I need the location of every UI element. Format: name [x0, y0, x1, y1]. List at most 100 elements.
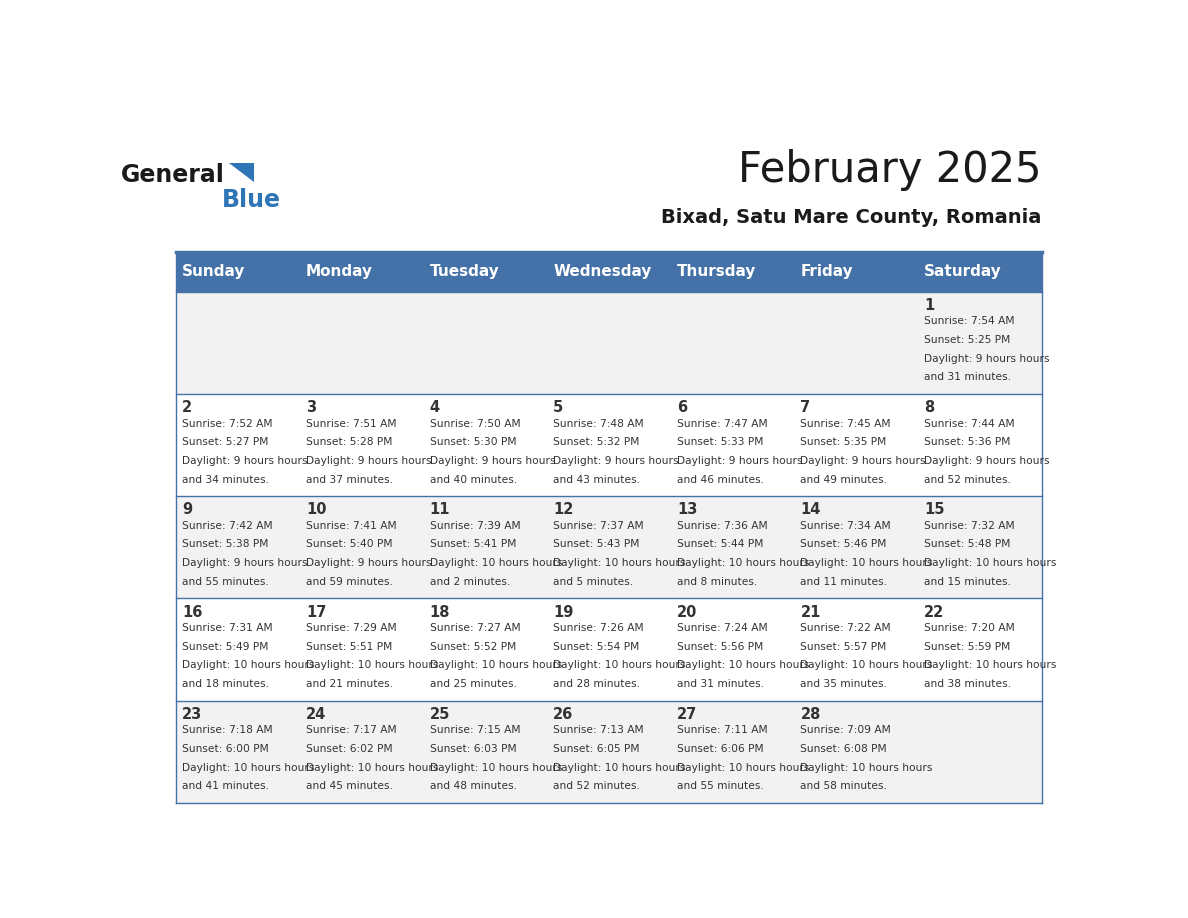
Bar — [546, 599, 671, 700]
Text: and 28 minutes.: and 28 minutes. — [554, 679, 640, 689]
Bar — [423, 292, 546, 394]
Text: 5: 5 — [554, 400, 563, 415]
Text: 28: 28 — [801, 707, 821, 722]
Bar — [795, 292, 918, 394]
Text: and 48 minutes.: and 48 minutes. — [430, 781, 517, 791]
Text: and 40 minutes.: and 40 minutes. — [430, 475, 517, 485]
Text: and 38 minutes.: and 38 minutes. — [924, 679, 1011, 689]
Text: 17: 17 — [307, 605, 327, 620]
Bar — [546, 700, 671, 803]
Text: and 43 minutes.: and 43 minutes. — [554, 475, 640, 485]
Text: Tuesday: Tuesday — [430, 264, 499, 279]
Text: Sunset: 6:02 PM: Sunset: 6:02 PM — [307, 744, 392, 754]
Bar — [671, 599, 795, 700]
Text: and 55 minutes.: and 55 minutes. — [182, 577, 268, 587]
Text: Sunset: 5:48 PM: Sunset: 5:48 PM — [924, 540, 1011, 550]
Text: Sunset: 5:30 PM: Sunset: 5:30 PM — [430, 437, 516, 447]
Text: 14: 14 — [801, 502, 821, 518]
Text: Sunrise: 7:20 AM: Sunrise: 7:20 AM — [924, 623, 1015, 633]
Text: Sunrise: 7:45 AM: Sunrise: 7:45 AM — [801, 419, 891, 429]
Text: Sunset: 5:25 PM: Sunset: 5:25 PM — [924, 335, 1010, 345]
Text: 26: 26 — [554, 707, 574, 722]
Bar — [671, 252, 795, 292]
Text: Daylight: 9 hours hours: Daylight: 9 hours hours — [554, 456, 678, 466]
Text: Daylight: 10 hours hours: Daylight: 10 hours hours — [182, 660, 315, 670]
Text: Daylight: 10 hours hours: Daylight: 10 hours hours — [554, 660, 685, 670]
Bar — [423, 394, 546, 497]
Text: Friday: Friday — [801, 264, 853, 279]
Text: 24: 24 — [307, 707, 327, 722]
Text: Sunrise: 7:48 AM: Sunrise: 7:48 AM — [554, 419, 644, 429]
Bar — [546, 252, 671, 292]
Bar — [176, 700, 299, 803]
Text: Sunset: 5:57 PM: Sunset: 5:57 PM — [801, 642, 886, 652]
Text: and 59 minutes.: and 59 minutes. — [307, 577, 393, 587]
Text: Sunrise: 7:47 AM: Sunrise: 7:47 AM — [677, 419, 767, 429]
Text: Sunrise: 7:24 AM: Sunrise: 7:24 AM — [677, 623, 767, 633]
Text: 1: 1 — [924, 298, 935, 313]
Text: 27: 27 — [677, 707, 697, 722]
Text: Daylight: 10 hours hours: Daylight: 10 hours hours — [801, 660, 933, 670]
Text: Daylight: 9 hours hours: Daylight: 9 hours hours — [801, 456, 925, 466]
Text: Sunrise: 7:27 AM: Sunrise: 7:27 AM — [430, 623, 520, 633]
Text: Daylight: 9 hours hours: Daylight: 9 hours hours — [677, 456, 802, 466]
Text: 10: 10 — [307, 502, 327, 518]
Bar — [918, 497, 1042, 599]
Text: Sunset: 5:33 PM: Sunset: 5:33 PM — [677, 437, 763, 447]
Text: 18: 18 — [430, 605, 450, 620]
Text: Sunday: Sunday — [182, 264, 246, 279]
Text: 13: 13 — [677, 502, 697, 518]
Text: Daylight: 10 hours hours: Daylight: 10 hours hours — [801, 763, 933, 773]
Text: 3: 3 — [307, 400, 316, 415]
Text: Daylight: 10 hours hours: Daylight: 10 hours hours — [677, 763, 809, 773]
Text: Daylight: 10 hours hours: Daylight: 10 hours hours — [554, 763, 685, 773]
Bar — [546, 394, 671, 497]
Text: Sunset: 6:03 PM: Sunset: 6:03 PM — [430, 744, 517, 754]
Text: Sunrise: 7:17 AM: Sunrise: 7:17 AM — [307, 725, 397, 735]
Bar — [671, 497, 795, 599]
Text: and 49 minutes.: and 49 minutes. — [801, 475, 887, 485]
Text: Sunrise: 7:36 AM: Sunrise: 7:36 AM — [677, 521, 767, 531]
Polygon shape — [228, 163, 254, 182]
Text: and 5 minutes.: and 5 minutes. — [554, 577, 633, 587]
Text: Sunset: 5:36 PM: Sunset: 5:36 PM — [924, 437, 1011, 447]
Text: Daylight: 10 hours hours: Daylight: 10 hours hours — [430, 660, 562, 670]
Text: 19: 19 — [554, 605, 574, 620]
Text: Sunrise: 7:22 AM: Sunrise: 7:22 AM — [801, 623, 891, 633]
Bar — [918, 252, 1042, 292]
Bar — [423, 599, 546, 700]
Text: and 58 minutes.: and 58 minutes. — [801, 781, 887, 791]
Text: and 46 minutes.: and 46 minutes. — [677, 475, 764, 485]
Text: and 15 minutes.: and 15 minutes. — [924, 577, 1011, 587]
Text: and 37 minutes.: and 37 minutes. — [307, 475, 393, 485]
Text: Sunset: 5:32 PM: Sunset: 5:32 PM — [554, 437, 639, 447]
Bar — [918, 700, 1042, 803]
Bar — [176, 292, 299, 394]
Bar — [918, 292, 1042, 394]
Text: and 52 minutes.: and 52 minutes. — [554, 781, 640, 791]
Bar — [176, 394, 299, 497]
Text: Sunrise: 7:34 AM: Sunrise: 7:34 AM — [801, 521, 891, 531]
Text: Daylight: 10 hours hours: Daylight: 10 hours hours — [182, 763, 315, 773]
Text: Daylight: 10 hours hours: Daylight: 10 hours hours — [430, 763, 562, 773]
Bar — [299, 292, 423, 394]
Text: Daylight: 10 hours hours: Daylight: 10 hours hours — [307, 660, 438, 670]
Text: Sunrise: 7:31 AM: Sunrise: 7:31 AM — [182, 623, 273, 633]
Text: and 52 minutes.: and 52 minutes. — [924, 475, 1011, 485]
Bar — [918, 394, 1042, 497]
Text: Sunrise: 7:09 AM: Sunrise: 7:09 AM — [801, 725, 891, 735]
Text: Sunrise: 7:51 AM: Sunrise: 7:51 AM — [307, 419, 397, 429]
Bar — [176, 497, 299, 599]
Text: Sunset: 6:06 PM: Sunset: 6:06 PM — [677, 744, 764, 754]
Bar — [671, 292, 795, 394]
Text: Daylight: 10 hours hours: Daylight: 10 hours hours — [924, 660, 1056, 670]
Bar — [299, 497, 423, 599]
Text: Daylight: 10 hours hours: Daylight: 10 hours hours — [924, 558, 1056, 568]
Text: Blue: Blue — [222, 188, 282, 212]
Text: Daylight: 9 hours hours: Daylight: 9 hours hours — [307, 558, 431, 568]
Text: 23: 23 — [182, 707, 202, 722]
Bar — [918, 599, 1042, 700]
Text: and 31 minutes.: and 31 minutes. — [924, 373, 1011, 383]
Text: Sunrise: 7:41 AM: Sunrise: 7:41 AM — [307, 521, 397, 531]
Text: 6: 6 — [677, 400, 687, 415]
